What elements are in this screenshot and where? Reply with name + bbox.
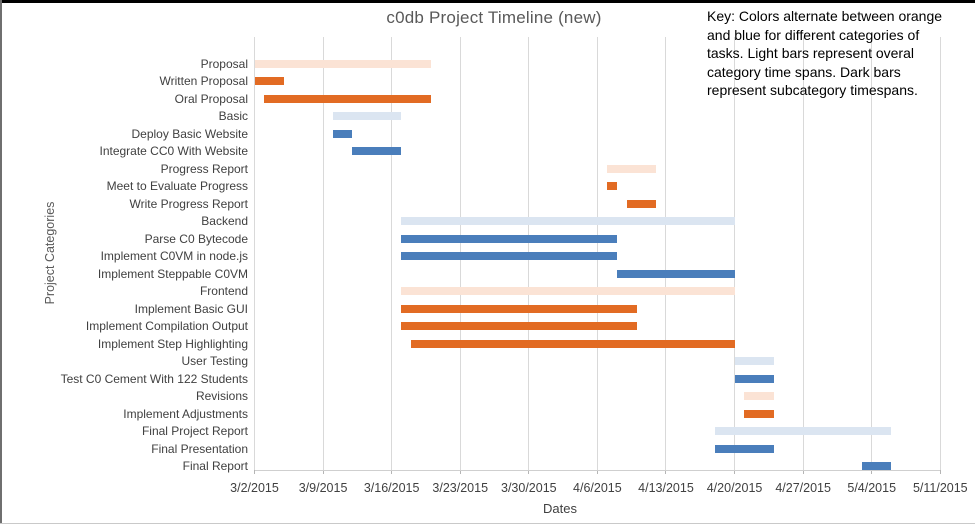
gantt-bar-dark-blue	[714, 444, 774, 453]
weekly-gridline	[939, 37, 941, 470]
weekly-gridline	[665, 37, 667, 470]
x-tick-label: 3/16/2015	[363, 481, 420, 495]
gantt-bar-dark-orange	[607, 182, 617, 191]
x-axis-line	[254, 470, 941, 471]
category-label: Final Presentation	[151, 441, 248, 456]
category-label: Oral Proposal	[174, 91, 248, 106]
gantt-bar-light-orange	[744, 392, 774, 401]
x-tick-label: 4/13/2015	[638, 481, 694, 495]
x-tick-label: 4/20/2015	[706, 481, 763, 495]
gantt-bar-light-blue	[401, 217, 735, 226]
gantt-bar-dark-orange	[401, 322, 637, 331]
frame-border-top	[0, 0, 975, 3]
category-label: Write Progress Report	[129, 196, 248, 211]
category-label: Final Report	[182, 459, 248, 474]
category-label: Revisions	[195, 389, 248, 404]
gantt-bar-light-orange	[607, 164, 657, 173]
x-tick-label: 5/4/2015	[847, 481, 897, 495]
gantt-bar-dark-blue	[401, 234, 617, 243]
x-tick-label: 3/2/2015	[230, 481, 279, 495]
weekly-gridline	[322, 37, 324, 470]
weekly-gridline	[802, 37, 804, 470]
gantt-bar-dark-blue	[332, 129, 353, 138]
chart-title: c0db Project Timeline (new)	[386, 8, 602, 27]
category-label: Implement Steppable C0VM	[97, 266, 248, 281]
x-axis-tick	[939, 470, 941, 474]
color-key-note: Key: Colors alternate between orange and…	[707, 8, 943, 99]
weekly-gridline	[391, 37, 393, 470]
category-label: Final Project Report	[141, 424, 248, 439]
weekly-gridline	[734, 37, 736, 470]
category-label: Implement Adjustments	[123, 406, 248, 421]
x-axis-title: Dates	[543, 501, 577, 516]
y-axis-title: Project Categories	[43, 201, 57, 305]
gantt-bar-dark-orange	[626, 199, 657, 208]
category-label: Basic	[218, 109, 248, 124]
x-axis-tick	[322, 470, 324, 474]
x-axis-tick	[391, 470, 393, 474]
category-label: Parse C0 Bytecode	[144, 231, 248, 246]
category-label: Deploy Basic Website	[131, 126, 249, 141]
x-axis-tick	[528, 470, 530, 474]
category-label: Written Proposal	[159, 74, 248, 89]
x-axis-tick	[734, 470, 736, 474]
gantt-bar-dark-orange	[254, 77, 284, 86]
gantt-bar-light-blue	[714, 427, 892, 436]
gantt-bar-dark-orange	[401, 304, 637, 313]
gantt-bar-dark-blue	[734, 374, 774, 383]
category-label: Implement Step Highlighting	[97, 336, 248, 351]
x-axis-tick	[596, 470, 598, 474]
category-label: Implement Basic GUI	[134, 301, 248, 316]
x-axis-tick	[802, 470, 804, 474]
x-tick-label: 3/9/2015	[298, 481, 348, 495]
gantt-bar-light-orange	[254, 59, 431, 68]
x-tick-label: 4/27/2015	[775, 481, 831, 495]
category-label: Backend	[201, 214, 248, 229]
category-label: Implement Compilation Output	[85, 319, 248, 334]
gantt-bar-dark-orange	[744, 409, 774, 418]
x-axis-tick	[871, 470, 873, 474]
gantt-bar-dark-orange	[264, 94, 431, 103]
gantt-bar-light-orange	[401, 287, 735, 296]
category-label: Integrate CC0 With Website	[99, 144, 248, 159]
x-tick-label: 3/23/2015	[432, 481, 489, 495]
gantt-bar-dark-blue	[401, 252, 617, 261]
gantt-bar-dark-blue	[352, 147, 402, 156]
gantt-bar-dark-blue	[616, 269, 735, 278]
category-label: Meet to Evaluate Progress	[106, 179, 248, 194]
category-label: User Testing	[181, 354, 248, 369]
x-axis-tick	[665, 470, 667, 474]
category-label: Implement C0VM in node.js	[100, 249, 248, 264]
frame-border-left	[0, 0, 2, 524]
gantt-bar-dark-blue	[861, 462, 892, 471]
x-tick-label: 3/30/2015	[501, 481, 557, 495]
gantt-bar-dark-orange	[411, 339, 735, 348]
weekly-gridline	[254, 37, 255, 470]
gantt-bar-light-blue	[734, 357, 774, 366]
gantt-bar-light-blue	[332, 112, 402, 121]
category-label: Proposal	[200, 56, 248, 71]
category-label: Progress Report	[160, 161, 248, 176]
category-label: Frontend	[199, 284, 248, 299]
x-axis-tick	[254, 470, 255, 474]
weekly-gridline	[871, 37, 873, 470]
x-tick-label: 5/11/2015	[912, 481, 968, 495]
category-label: Test C0 Cement With 122 Students	[60, 371, 248, 386]
x-tick-label: 4/6/2015	[573, 481, 622, 495]
x-axis-tick	[459, 470, 461, 474]
